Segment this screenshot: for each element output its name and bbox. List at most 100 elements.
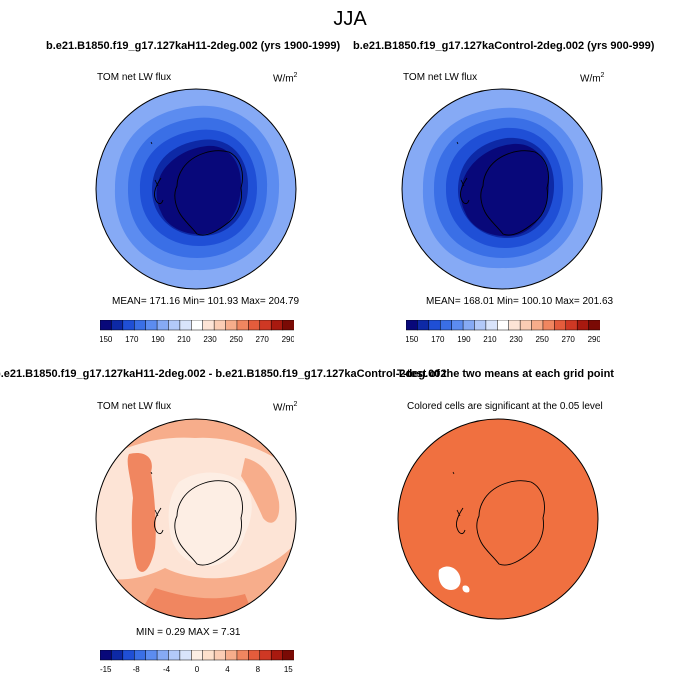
colorbar-swatch: [213, 320, 227, 331]
colorbar-swatch: [248, 320, 261, 331]
colorbar-top-left: 150 170 190 210 230 250 270 290: [100, 320, 294, 344]
colorbar-swatch: [191, 320, 204, 331]
panel-title-top-left: b.e21.B1850.f19_g17.127kaH11-2deg.002 (y…: [46, 40, 341, 52]
colorbar-swatch: [111, 320, 124, 331]
colorbar-tick-label: 290: [282, 335, 294, 344]
warming-hotspot: [135, 588, 255, 619]
colorbar-swatch: [485, 320, 498, 331]
colorbar-tick-label: 8: [256, 665, 261, 674]
colorbar-swatch: [156, 320, 170, 331]
colorbar-swatch: [417, 320, 430, 331]
colorbar-swatch: [168, 320, 181, 331]
figure-title: JJA: [333, 8, 367, 30]
colorbar-tick-label: 170: [125, 335, 139, 344]
colorbar-swatch: [282, 650, 294, 661]
colorbar-swatch: [133, 320, 147, 331]
south-america-tip: [150, 471, 159, 517]
map-boundary: [397, 418, 599, 620]
colorbar-swatch: [225, 650, 238, 661]
colorbar-tick-label: 190: [457, 335, 471, 344]
colorbar-bottom-left: -15 -8 -4 0 4 8 15: [100, 650, 294, 674]
colorbar-swatch: [519, 320, 533, 331]
colorbar-swatch: [462, 320, 476, 331]
south-america-tip: [456, 141, 465, 187]
colorbar-swatch: [406, 320, 418, 331]
colorbar-swatch: [100, 320, 112, 331]
antarctica-cold-core: [460, 143, 549, 237]
colorbar-swatch: [168, 650, 181, 661]
colorbar-swatch: [282, 320, 294, 331]
stats-top-right: MEAN= 168.01 Min= 100.10 Max= 201.63: [426, 296, 614, 307]
colorbar-tick-label: -8: [133, 665, 141, 674]
colorbar-tick-label: 0: [195, 665, 200, 674]
colorbar-swatch: [531, 320, 544, 331]
colorbar-swatch: [576, 320, 590, 331]
colorbar-tick-label: 230: [203, 335, 217, 344]
map-boundary: [95, 88, 297, 290]
variable-label-top-left: TOM net LW flux: [97, 72, 172, 83]
antarctica-coastline: [456, 480, 545, 566]
colorbar-swatch: [133, 650, 147, 661]
polar-map-bottom-right: [397, 418, 599, 620]
colorbar-tick-label: 250: [229, 335, 243, 344]
units-label-top-right: W/m2: [580, 72, 605, 85]
colorbar-swatch: [542, 320, 555, 331]
colorbar-tick-label: -15: [100, 665, 112, 674]
colorbar-swatch: [554, 320, 567, 331]
significance-field: [398, 419, 598, 619]
colorbar-tick-label: 230: [509, 335, 523, 344]
colorbar-swatch: [122, 650, 135, 661]
colorbar-swatch: [202, 320, 215, 331]
polar-map-bottom-left: [95, 418, 297, 620]
colorbar-swatch: [100, 650, 112, 661]
colorbar-tick-label: 210: [483, 335, 497, 344]
stats-bottom-left: MIN = 0.29 MAX = 7.31: [136, 627, 241, 638]
variable-label-bottom-left: TOM net LW flux: [97, 401, 172, 412]
colorbar-tick-label: 270: [562, 335, 576, 344]
colorbar-swatch: [191, 650, 204, 661]
colorbar-swatch: [259, 650, 272, 661]
colorbar-swatch: [202, 650, 215, 661]
colorbar-tick-label: 4: [225, 665, 230, 674]
south-america-tip: [452, 471, 461, 517]
colorbar-tick-label: 15: [284, 665, 293, 674]
colorbar-swatch: [236, 320, 249, 331]
colorbar-swatch: [428, 320, 441, 331]
panel-title-bottom-left: b.e21.B1850.f19_g17.127kaH11-2deg.002 - …: [0, 368, 447, 380]
stats-top-left: MEAN= 171.16 Min= 101.93 Max= 204.79: [112, 296, 300, 307]
colorbar-swatch: [270, 650, 284, 661]
warming-band: [241, 458, 280, 523]
ttest-subtitle: Colored cells are significant at the 0.0…: [407, 401, 603, 412]
colorbar-swatch: [179, 320, 192, 331]
bottom-title-strip: b.e21.B1850.f19_g17.127kaH11-2deg.002 - …: [0, 368, 700, 384]
colorbar-tick-label: 290: [588, 335, 600, 344]
colorbar-tick-label: 270: [256, 335, 270, 344]
colorbar-swatch: [179, 650, 192, 661]
colorbar-swatch: [225, 320, 238, 331]
colorbar-swatch: [565, 320, 578, 331]
colorbar-tick-label: -4: [163, 665, 171, 674]
colorbar-swatch: [156, 650, 170, 661]
panel-title-bottom-right: T-test of the two means at each grid poi…: [397, 368, 614, 380]
colorbar-swatch: [474, 320, 487, 331]
antarctica-coastline: [154, 150, 243, 236]
south-america-tip: [150, 141, 159, 187]
colorbar-top-right: 150 170 190 210 230 250 270 290: [406, 320, 600, 344]
colorbar-tick-label: 250: [535, 335, 549, 344]
map-boundary: [95, 418, 297, 620]
colorbar-swatch: [588, 320, 600, 331]
colorbar-swatch: [213, 650, 227, 661]
colorbar-swatch: [145, 320, 158, 331]
units-label-bottom-left: W/m2: [273, 401, 298, 414]
colorbar-swatch: [122, 320, 135, 331]
colorbar-tick-label: 170: [431, 335, 445, 344]
colorbar-tick-label: 210: [177, 335, 191, 344]
panel-title-top-right: b.e21.B1850.f19_g17.127kaControl-2deg.00…: [353, 40, 655, 52]
variable-label-top-right: TOM net LW flux: [403, 72, 478, 83]
polar-map-top-left: [95, 88, 297, 290]
colorbar-swatch: [497, 320, 510, 331]
antarctica-cold-core: [156, 145, 241, 235]
colorbar-tick-label: 150: [406, 335, 419, 344]
colorbar-swatch: [111, 650, 124, 661]
colorbar-swatch: [248, 650, 261, 661]
